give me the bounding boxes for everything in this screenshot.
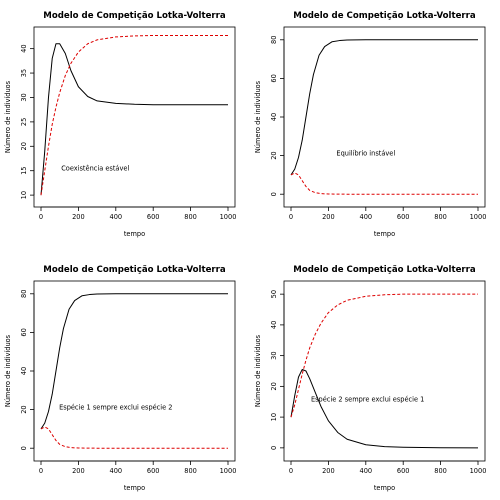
x-tick-label: 0 bbox=[39, 213, 43, 221]
x-tick-label: 200 bbox=[72, 213, 85, 221]
chart-title: Modelo de Competição Lotka-Volterra bbox=[293, 265, 476, 275]
series-line-1 bbox=[290, 39, 478, 176]
x-tick-label: 200 bbox=[322, 213, 335, 221]
x-tick-label: 800 bbox=[184, 467, 197, 475]
x-axis-label: tempo bbox=[374, 484, 395, 492]
y-tick-label: 50 bbox=[270, 290, 278, 298]
y-tick-label: 80 bbox=[270, 36, 278, 44]
y-tick-label: 35 bbox=[20, 69, 28, 77]
y-axis-label: Número de indivíduos bbox=[4, 80, 12, 153]
y-axis-label: Número de indivíduos bbox=[254, 334, 262, 407]
y-tick-label: 10 bbox=[270, 413, 278, 421]
x-tick-label: 400 bbox=[360, 467, 373, 475]
y-tick-label: 30 bbox=[270, 351, 278, 359]
x-tick-label: 600 bbox=[147, 467, 160, 475]
chart-title: Modelo de Competição Lotka-Volterra bbox=[43, 11, 226, 21]
series-line-2 bbox=[290, 293, 478, 418]
plot-frame bbox=[283, 26, 486, 208]
x-axis-label: tempo bbox=[374, 230, 395, 238]
x-tick-label: 0 bbox=[289, 213, 293, 221]
x-tick-label: 800 bbox=[434, 467, 447, 475]
x-tick-label: 800 bbox=[184, 213, 197, 221]
x-tick-label: 400 bbox=[110, 467, 123, 475]
series-line-1 bbox=[290, 368, 479, 449]
y-tick-label: 40 bbox=[20, 44, 28, 52]
y-tick-label: 20 bbox=[20, 142, 28, 150]
series-line-2 bbox=[40, 34, 228, 196]
y-axis-label: Número de indivíduos bbox=[4, 334, 12, 407]
y-tick-label: 80 bbox=[20, 290, 28, 298]
x-tick-label: 0 bbox=[39, 467, 43, 475]
x-tick-label: 400 bbox=[110, 213, 123, 221]
y-tick-label: 60 bbox=[270, 74, 278, 82]
x-tick-label: 600 bbox=[397, 213, 410, 221]
chart-annotation: Coexistência estável bbox=[61, 165, 129, 173]
y-tick-label: 40 bbox=[20, 367, 28, 375]
x-axis-label: tempo bbox=[124, 230, 145, 238]
y-tick-label: 0 bbox=[270, 192, 278, 196]
plot-frame bbox=[33, 26, 236, 208]
y-tick-label: 0 bbox=[270, 446, 278, 450]
x-tick-label: 200 bbox=[72, 467, 85, 475]
y-tick-label: 15 bbox=[20, 167, 28, 175]
series-line-2 bbox=[40, 426, 228, 449]
x-tick-label: 0 bbox=[289, 467, 293, 475]
x-tick-label: 600 bbox=[397, 467, 410, 475]
x-tick-label: 800 bbox=[434, 213, 447, 221]
series-line-1 bbox=[40, 293, 228, 430]
y-tick-label: 40 bbox=[270, 113, 278, 121]
x-tick-label: 1000 bbox=[220, 213, 237, 221]
x-axis-label: tempo bbox=[124, 484, 145, 492]
chart-annotation: Espécie 2 sempre exclui espécie 1 bbox=[311, 396, 424, 404]
x-tick-label: 400 bbox=[360, 213, 373, 221]
y-tick-label: 60 bbox=[20, 328, 28, 336]
x-tick-label: 1000 bbox=[470, 213, 487, 221]
x-tick-label: 1000 bbox=[470, 467, 487, 475]
plot-frame bbox=[283, 280, 486, 462]
chart-title: Modelo de Competição Lotka-Volterra bbox=[293, 11, 476, 21]
chart-annotation: Equilíbrio instável bbox=[336, 150, 395, 158]
y-tick-label: 20 bbox=[20, 405, 28, 413]
chart-title: Modelo de Competição Lotka-Volterra bbox=[43, 265, 226, 275]
chart-annotation: Espécie 1 sempre exclui espécie 2 bbox=[59, 404, 172, 412]
y-tick-label: 25 bbox=[20, 118, 28, 126]
x-tick-label: 600 bbox=[147, 213, 160, 221]
chart-panel-1: Modelo de Competição Lotka-Volterra 0 200 4… bbox=[4, 11, 236, 238]
y-tick-label: 0 bbox=[20, 446, 28, 450]
y-tick-label: 10 bbox=[20, 191, 28, 199]
y-tick-label: 40 bbox=[270, 321, 278, 329]
plot-frame bbox=[33, 280, 236, 462]
y-axis-label: Número de indivíduos bbox=[254, 80, 262, 153]
series-line-2 bbox=[290, 172, 478, 195]
y-tick-label: 30 bbox=[20, 93, 28, 101]
y-tick-label: 20 bbox=[270, 151, 278, 159]
y-tick-label: 20 bbox=[270, 382, 278, 390]
x-tick-label: 1000 bbox=[220, 467, 237, 475]
series-line-1 bbox=[40, 43, 228, 196]
x-tick-label: 200 bbox=[322, 467, 335, 475]
